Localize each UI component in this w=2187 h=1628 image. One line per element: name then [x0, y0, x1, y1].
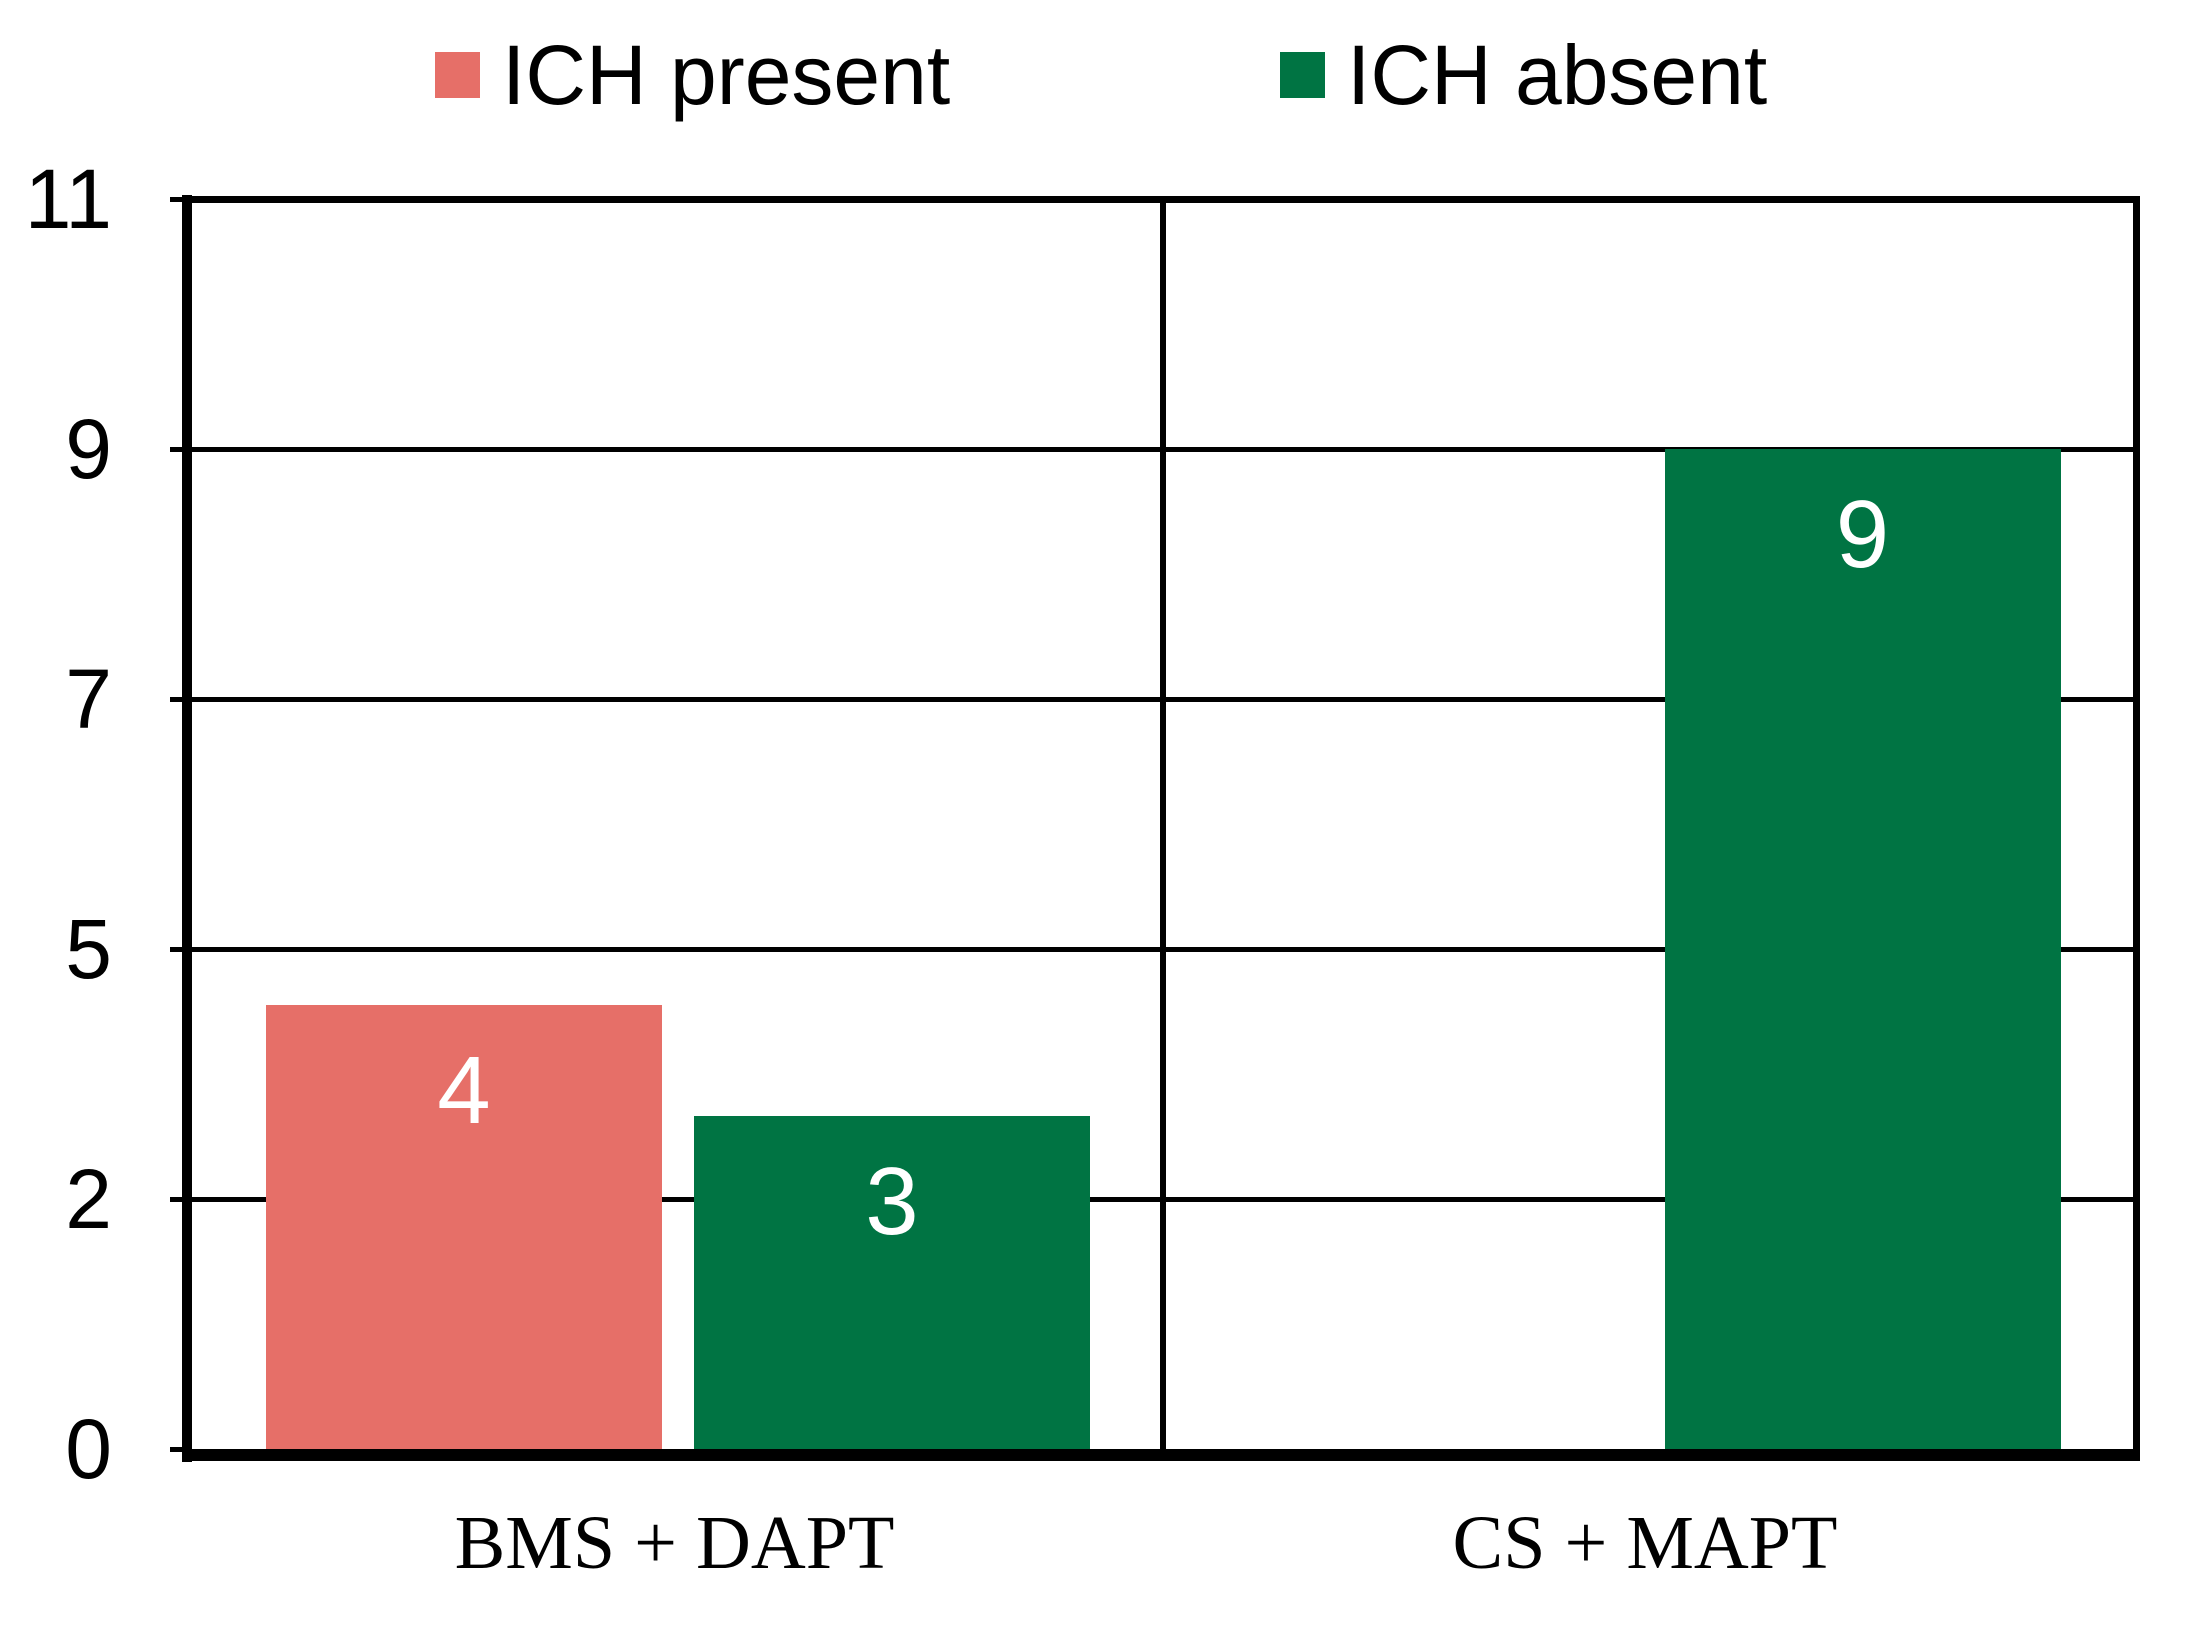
category-divider-line [1160, 199, 1166, 1449]
legend-label-ich-absent: ICH absent [1347, 28, 1768, 122]
bar-ich-absent-0: 3 [694, 1115, 1090, 1449]
y-axis-tick-label: 0 [65, 1402, 112, 1496]
legend-swatch-ich-present-icon [435, 52, 480, 98]
legend-label-ich-present: ICH present [502, 28, 951, 122]
gridline-7 [192, 697, 2133, 702]
bar-ich-present-0: 4 [266, 1004, 662, 1449]
y-axis-tick [170, 447, 192, 452]
legend-item-ich-absent: ICH absent [1280, 25, 1767, 125]
y-axis-tick [170, 197, 192, 202]
legend-item-ich-present: ICH present [435, 25, 950, 125]
bar-value-label: 4 [437, 1036, 491, 1144]
y-axis-tick-label: 7 [65, 652, 112, 746]
y-axis-tick-label: 9 [65, 402, 112, 496]
gridline-2 [192, 1197, 2133, 1202]
y-axis-line [182, 195, 192, 1462]
y-axis-tick-label: 11 [24, 152, 112, 246]
y-axis-tick [170, 1197, 192, 1202]
bar-value-label: 9 [1835, 481, 1890, 588]
legend-swatch-ich-absent-icon [1280, 52, 1325, 98]
bar-ich-absent-1: 9 [1664, 449, 2061, 1449]
y-axis-tick [170, 947, 192, 952]
x-axis-category-label: CS + MAPT [1452, 1501, 1838, 1585]
y-axis-tick-label: 5 [65, 902, 112, 996]
x-axis-category-label: BMS + DAPT [454, 1501, 895, 1585]
y-axis-tick [170, 697, 192, 702]
plot-border-right [2133, 196, 2140, 1456]
y-axis-tick-label: 2 [65, 1152, 112, 1246]
x-axis-line [182, 1449, 2140, 1461]
gridline-9 [192, 447, 2133, 452]
y-axis-tick [170, 1447, 192, 1452]
gridline-5 [192, 947, 2133, 952]
bar-value-label: 3 [865, 1147, 919, 1255]
